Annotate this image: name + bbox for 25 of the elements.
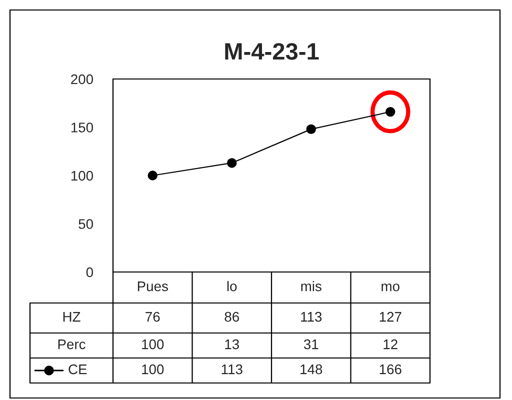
data-label: 100	[142, 364, 164, 374]
text: 100	[142, 339, 164, 350]
data-label: 166	[380, 364, 402, 374]
text: 127	[380, 312, 402, 322]
data-label: 113	[222, 364, 242, 374]
y-tick-label: 200	[71, 74, 94, 84]
text: 12	[384, 339, 398, 350]
chart-title: M-4-23-1	[225, 43, 319, 60]
y-tick-label: 150	[71, 122, 94, 132]
data-label: 148	[300, 364, 322, 374]
x-tick-label: mo	[382, 284, 400, 292]
x-tick-label: lo	[227, 281, 237, 292]
text: 113	[301, 312, 322, 322]
y-tick-label: 100	[71, 170, 94, 181]
y-tick-label: 50	[78, 219, 94, 229]
text: 31	[304, 339, 318, 350]
x-tick-label: Pues	[138, 282, 168, 292]
x-tick-label: mis	[301, 281, 322, 292]
text: 76	[146, 312, 160, 322]
text: HZ	[63, 312, 80, 322]
text: 86	[224, 312, 239, 322]
text: Perc	[58, 340, 86, 350]
y-tick-label: 0	[86, 267, 94, 278]
text: 13	[225, 339, 239, 350]
legend-label: CE	[68, 364, 87, 374]
